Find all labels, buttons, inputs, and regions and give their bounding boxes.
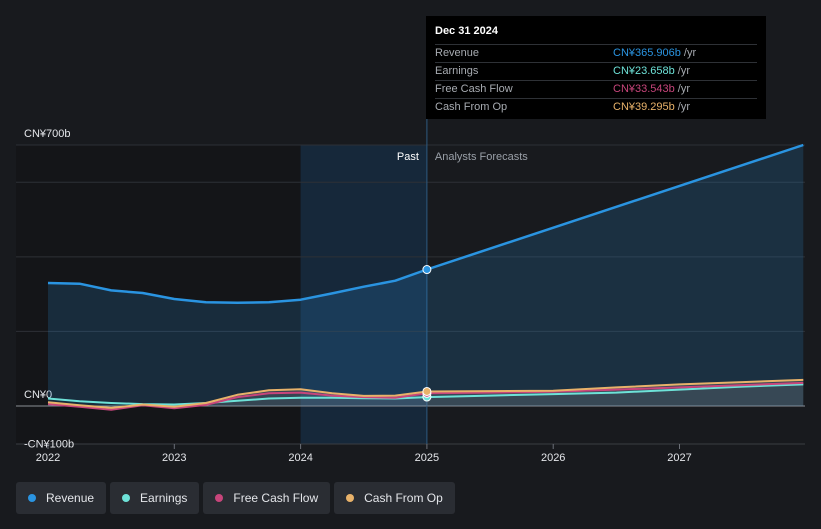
tooltip-unit: /yr bbox=[677, 65, 691, 77]
tooltip-label: Earnings bbox=[435, 65, 479, 77]
revenue-marker bbox=[422, 265, 432, 275]
tooltip-row-earnings: Earnings CN¥23.658b /yr bbox=[435, 62, 757, 80]
tooltip-value-revenue: CN¥365.906b bbox=[613, 47, 681, 59]
tooltip-unit: /yr bbox=[677, 101, 691, 113]
tooltip-label: Revenue bbox=[435, 47, 480, 59]
x-tick-label: 2027 bbox=[667, 452, 691, 464]
legend-dot-revenue bbox=[28, 494, 36, 502]
legend-item-free-cash-flow[interactable]: Free Cash Flow bbox=[203, 482, 331, 514]
tooltip-value-earnings: CN¥23.658b bbox=[613, 65, 675, 77]
tooltip-row-free-cash-flow: Free Cash Flow CN¥33.543b /yr bbox=[435, 80, 757, 98]
legend-dot-earnings bbox=[122, 494, 131, 502]
legend-label: Cash From Op bbox=[364, 491, 443, 505]
tooltip-label: Free Cash Flow bbox=[435, 83, 513, 95]
tooltip-row-cash-from-op: Cash From Op CN¥39.295b /yr bbox=[435, 98, 757, 116]
legend-dot-free-cash-flow bbox=[215, 494, 224, 502]
tooltip-row-revenue: Revenue CN¥365.906b /yr bbox=[435, 44, 757, 62]
legend-label: Free Cash Flow bbox=[233, 491, 319, 505]
tooltip-value-cash-from-op: CN¥39.295b bbox=[613, 101, 675, 113]
revenue-line bbox=[47, 143, 804, 304]
legend-label: Earnings bbox=[140, 491, 188, 505]
tooltip-unit: /yr bbox=[683, 47, 697, 59]
legend-item-revenue[interactable]: Revenue bbox=[16, 482, 107, 514]
x-tick-label: 2023 bbox=[162, 452, 186, 464]
past-region bbox=[16, 145, 301, 444]
legend-label: Revenue bbox=[46, 491, 95, 505]
cash-from-op-marker bbox=[422, 386, 432, 396]
x-tick-label: 2026 bbox=[541, 452, 565, 464]
revenue-area bbox=[48, 145, 804, 406]
past-label: Past bbox=[397, 151, 419, 163]
legend-item-earnings[interactable]: Earnings bbox=[110, 482, 200, 514]
x-tick-label: 2022 bbox=[36, 452, 60, 464]
tooltip-value-free-cash-flow: CN¥33.543b bbox=[613, 83, 675, 95]
chart-legend: Revenue Earnings Free Cash Flow Cash Fro… bbox=[16, 482, 455, 514]
legend-dot-cash-from-op bbox=[346, 494, 355, 502]
tooltip-unit: /yr bbox=[677, 83, 691, 95]
chart-tooltip: Dec 31 2024 Revenue CN¥365.906b /yr Earn… bbox=[426, 16, 766, 119]
forecast-label: Analysts Forecasts bbox=[435, 151, 528, 163]
tooltip-date: Dec 31 2024 bbox=[435, 25, 498, 37]
tooltip-label: Cash From Op bbox=[435, 101, 508, 113]
y-tick-label: CN¥700b bbox=[24, 128, 70, 140]
y-tick-label: -CN¥100b bbox=[24, 438, 74, 450]
legend-item-cash-from-op[interactable]: Cash From Op bbox=[334, 482, 455, 514]
x-tick-label: 2025 bbox=[415, 452, 439, 464]
cash-from-op-line bbox=[47, 378, 804, 409]
y-tick-label: CN¥0 bbox=[24, 389, 52, 401]
x-tick-label: 2024 bbox=[288, 452, 312, 464]
